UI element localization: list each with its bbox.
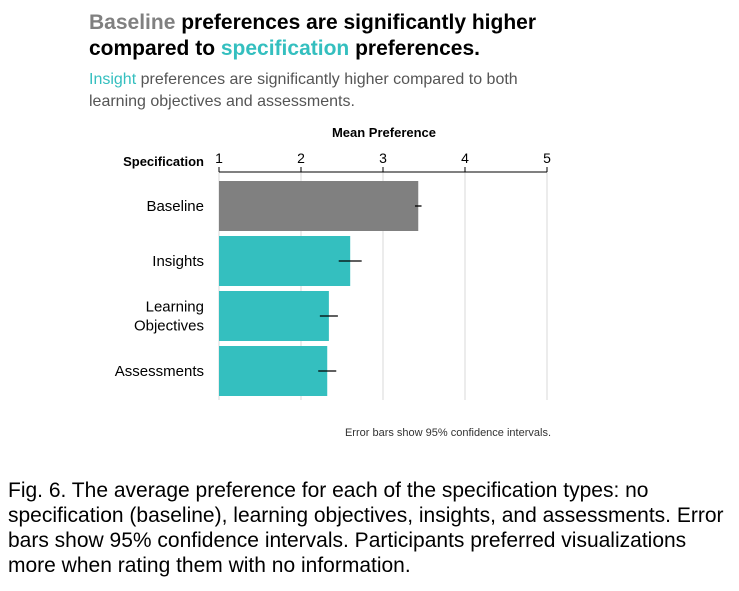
x-axis-label: Mean Preference [332, 125, 436, 140]
category-label: Insights [152, 253, 204, 270]
x-tick-label: 1 [215, 150, 223, 166]
subtitle-insight-word: Insight [89, 71, 137, 88]
title-line2-start: compared to [89, 37, 221, 60]
x-tick-label: 3 [379, 150, 387, 166]
x-tick-label: 5 [543, 150, 551, 166]
category-label: Learning Objectives [134, 299, 204, 335]
bars [219, 181, 419, 396]
title-specification-word: specification [220, 37, 350, 60]
bar [219, 346, 328, 396]
category-label-line: Learning [146, 299, 204, 316]
y-axis-label: Specification [123, 154, 204, 169]
x-tick-label: 4 [461, 150, 469, 166]
category-label-line: Objectives [134, 318, 204, 335]
error-bar-note: Error bars show 95% confidence intervals… [345, 427, 551, 439]
category-label-line: Assessments [115, 363, 204, 380]
subtitle-line1-rest: preferences are significantly higher com… [136, 71, 518, 88]
x-tick-label: 2 [297, 150, 305, 166]
bar [219, 291, 329, 341]
category-label: Assessments [115, 363, 204, 380]
category-labels: Baseline Insights Learning Objectives Assess… [115, 198, 204, 380]
title-line1-rest: preferences are significantly higher [175, 11, 537, 34]
x-ticks: 1 2 3 4 5 [215, 150, 551, 172]
chart-title: Baseline preferences are significantly h… [89, 10, 649, 62]
title-baseline-word: Baseline [89, 11, 176, 34]
bar [219, 181, 419, 231]
chart-subtitle: Insight preferences are significantly hi… [89, 69, 649, 113]
category-label-line: Baseline [146, 198, 204, 215]
bar-chart: Baseline Insights Learning Objectives Assess… [115, 125, 551, 439]
category-label-line: Insights [152, 253, 204, 270]
title-line2-end: preferences. [349, 37, 480, 60]
subtitle-line2: learning objectives and assessments. [89, 93, 355, 110]
figure-caption: Fig. 6. The average preference for each … [8, 479, 724, 577]
category-label: Baseline [146, 198, 204, 215]
error-bars [318, 205, 422, 372]
bar [219, 236, 351, 286]
